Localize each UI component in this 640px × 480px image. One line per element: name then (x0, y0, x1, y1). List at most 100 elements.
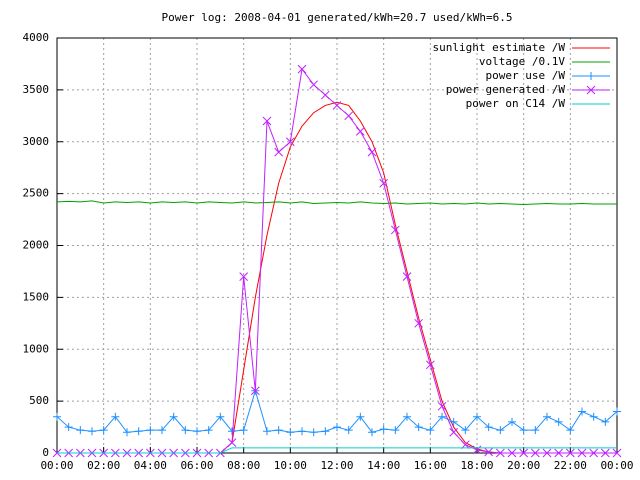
plus-marker (484, 423, 493, 432)
cross-marker (274, 147, 284, 157)
x-tick-label: 18:00 (460, 459, 493, 472)
cross-marker (262, 116, 272, 126)
cross-marker (320, 90, 330, 100)
plus-marker (601, 417, 610, 426)
y-tick-label: 1500 (23, 290, 50, 303)
cross-marker (565, 448, 575, 458)
plus-marker (88, 427, 96, 436)
plus-marker (426, 426, 435, 435)
plus-marker (333, 423, 341, 432)
cross-marker (239, 272, 249, 281)
x-tick-label: 02:00 (87, 459, 120, 472)
plus-marker (274, 426, 283, 435)
cross-marker (425, 360, 435, 370)
plus-marker (76, 426, 85, 435)
plus-marker (263, 427, 271, 436)
plus-marker (134, 427, 143, 436)
plus-marker (158, 426, 166, 435)
cross-marker (250, 386, 260, 396)
plus-marker (111, 412, 120, 421)
plus-marker (566, 426, 575, 435)
series-line (56, 200, 617, 206)
cross-marker (344, 111, 354, 121)
plus-marker (461, 426, 470, 435)
cross-marker (309, 80, 319, 90)
plus-marker (64, 423, 73, 432)
plus-marker (391, 426, 400, 435)
cross-marker (530, 448, 540, 458)
cross-marker (379, 178, 389, 188)
plus-marker (286, 428, 295, 437)
plus-marker (204, 426, 213, 435)
plus-marker (356, 412, 365, 421)
plus-marker (239, 426, 248, 435)
plus-marker (414, 423, 423, 432)
cross-marker (577, 448, 587, 458)
x-tick-label: 20:00 (507, 459, 540, 472)
plus-marker (508, 417, 516, 426)
y-tick-label: 500 (29, 394, 49, 407)
cross-marker (495, 448, 505, 458)
cross-marker (332, 101, 342, 110)
plus-marker (403, 412, 411, 421)
x-tick-label: 06:00 (180, 459, 213, 472)
x-tick-label: 10:00 (274, 459, 307, 472)
plus-marker (146, 426, 155, 435)
x-tick-label: 22:00 (554, 459, 587, 472)
plus-marker (123, 428, 131, 437)
plus-marker (99, 426, 108, 435)
cross-marker (472, 445, 482, 455)
plus-marker (449, 417, 458, 426)
cross-marker (612, 448, 622, 458)
plus-marker (216, 412, 225, 421)
x-tick-label: 14:00 (367, 459, 400, 472)
legend-marker (586, 85, 596, 95)
plus-marker (181, 426, 190, 435)
y-tick-label: 4000 (23, 31, 50, 44)
plus-marker (543, 412, 551, 421)
plus-marker (309, 428, 318, 437)
plot-border (56, 37, 618, 454)
y-tick-label: 3000 (23, 135, 50, 148)
plus-marker (554, 417, 563, 426)
cross-marker (414, 318, 424, 328)
legend-label: sunlight estimate /W (433, 41, 566, 54)
x-tick-label: 08:00 (227, 459, 260, 472)
series-line (57, 447, 617, 454)
plus-marker (589, 412, 598, 421)
x-tick-label: 16:00 (414, 459, 447, 472)
cross-marker (402, 272, 412, 281)
y-tick-label: 1000 (23, 342, 50, 355)
cross-marker (542, 448, 552, 458)
legend-marker (587, 72, 595, 80)
cross-marker (554, 448, 564, 458)
plus-marker (228, 427, 236, 436)
x-tick-label: 00:00 (600, 459, 633, 472)
plus-marker (368, 428, 376, 437)
y-tick-label: 3500 (23, 83, 50, 96)
y-tick-label: 0 (42, 446, 49, 459)
plus-marker (321, 427, 330, 436)
cross-marker (285, 137, 295, 147)
cross-marker (519, 448, 529, 458)
cross-marker (484, 447, 494, 457)
plus-marker (531, 426, 540, 435)
cross-marker (507, 448, 517, 458)
chart-title: Power log: 2008-04-01 generated/kWh=20.7… (162, 11, 513, 24)
plus-marker (613, 407, 621, 416)
plus-marker (379, 425, 388, 434)
series-line (57, 67, 617, 454)
x-tick-label: 00:00 (40, 459, 73, 472)
cross-marker (589, 448, 599, 458)
legend-label: power generated /W (446, 83, 566, 96)
legend-label: voltage /0.1V (479, 55, 565, 68)
x-tick-label: 04:00 (134, 459, 167, 472)
x-tick-label: 12:00 (320, 459, 353, 472)
plus-marker (496, 426, 505, 435)
plus-marker (519, 426, 528, 435)
plus-marker (473, 412, 481, 421)
legend-label: power use /W (486, 69, 566, 82)
cross-marker (355, 127, 365, 136)
